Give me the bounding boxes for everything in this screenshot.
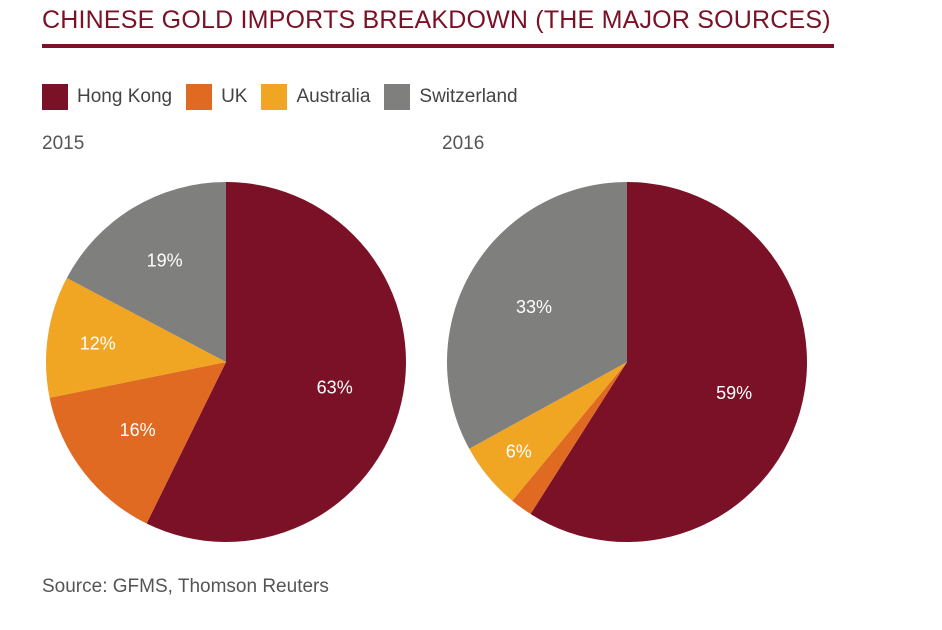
pie-2016-slice-hong-kong [530, 182, 807, 542]
pie-2016-label-switzerland: 33% [516, 297, 552, 317]
legend-swatch-hong-kong [42, 84, 68, 110]
legend-item-hong-kong: Hong Kong [42, 84, 172, 110]
pie-2015-slice-uk [49, 362, 226, 524]
pie-2015-label-switzerland: 19% [147, 250, 183, 270]
legend-label-hong-kong: Hong Kong [77, 86, 173, 107]
legend-swatch-australia [261, 84, 288, 110]
pie-2015-label-australia: 12% [80, 334, 116, 354]
pie-title-2016: 2016 [442, 133, 485, 154]
legend-item-switzerland: Switzerland [384, 84, 518, 110]
pie-2016-slice-uk [512, 362, 627, 514]
legend-label-uk: UK [221, 86, 248, 107]
legend-item-australia: Australia [261, 84, 370, 110]
pie-2016-label-hong-kong: 59% [716, 383, 752, 403]
pie-2015-slice-switzerland [66, 182, 227, 362]
legend-label-australia: Australia [296, 86, 371, 107]
title-underline [42, 44, 834, 48]
legend-label-switzerland: Switzerland [419, 86, 518, 107]
pie-2015-label-uk: 16% [120, 420, 156, 440]
pie-2015-slice-hong-kong [146, 182, 406, 543]
pie-2016-slice-switzerland [447, 182, 627, 449]
pie-2016-label-australia: 6% [506, 441, 532, 461]
pie-2015-slice-australia [46, 277, 227, 398]
legend-swatch-switzerland [384, 84, 411, 110]
chart-title: CHINESE GOLD IMPORTS BREAKDOWN (THE MAJO… [42, 6, 831, 34]
legend: Hong Kong UK Australia Switzerland [42, 84, 532, 110]
source-note: Source: GFMS, Thomson Reuters [42, 576, 329, 597]
pie-title-2015: 2015 [42, 133, 85, 154]
pie-2016-slice-australia [469, 362, 627, 501]
legend-item-uk: UK [186, 84, 247, 110]
legend-swatch-uk [186, 84, 213, 110]
pie-2015-label-hong-kong: 63% [317, 377, 353, 397]
